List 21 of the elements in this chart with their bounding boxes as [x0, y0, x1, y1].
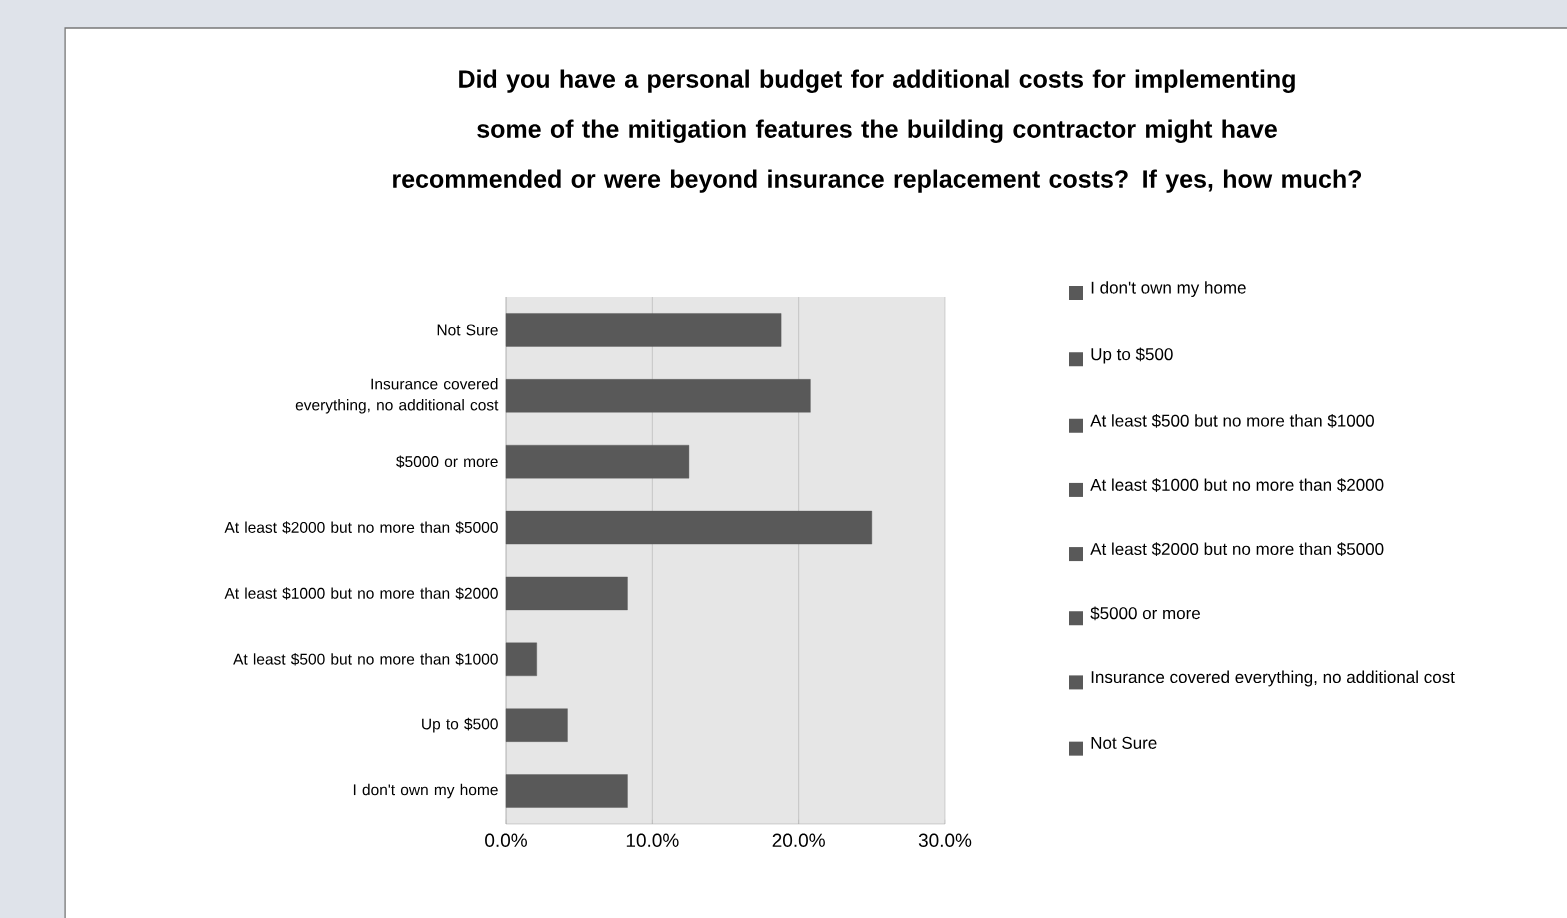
chart-title: Did you have a personal budget for additional costs for implementing some of the mitigation features the building contractor might have recommended or were beyond insurance replacement costs? If yes, how much? [393, 69, 1362, 193]
y-tick-label: $5000 or more [396, 455, 498, 468]
x-tick-label: 20.0% [772, 833, 825, 847]
x-tick-label: 0.0% [485, 833, 527, 847]
category-label: At least $500 but no more than $1000 [1090, 413, 1374, 428]
y-tick-label: Up to $500 [422, 717, 498, 733]
category-label: I don't own my home [1091, 281, 1246, 298]
x-tick-label: 30.0% [918, 833, 972, 847]
category-label: $5000 or more [1090, 606, 1200, 621]
category-label: At least $2000 but no more than $5000 [1090, 542, 1384, 557]
category-label: Insurance covered everything, no additional cost [1091, 670, 1455, 687]
y-tick-label: At least $1000 but no more than $2000 [224, 587, 498, 600]
y-tick-label: At least $500 but no more than $1000 [233, 653, 498, 666]
category-label: Up to $500 [1091, 347, 1173, 364]
y-tick-label: At least $2000 but no more than $5000 [224, 521, 498, 534]
category-label: At least $1000 but no more than $2000 [1090, 478, 1384, 492]
x-tick-label: 10.0% [626, 833, 679, 847]
y-tick-label: Not Sure [437, 324, 498, 336]
y-tick-label: Insurance covered everything, no additional cost [295, 378, 499, 414]
category-label: Not Sure [1091, 736, 1157, 749]
y-tick-label: I don't own my home [353, 783, 498, 799]
